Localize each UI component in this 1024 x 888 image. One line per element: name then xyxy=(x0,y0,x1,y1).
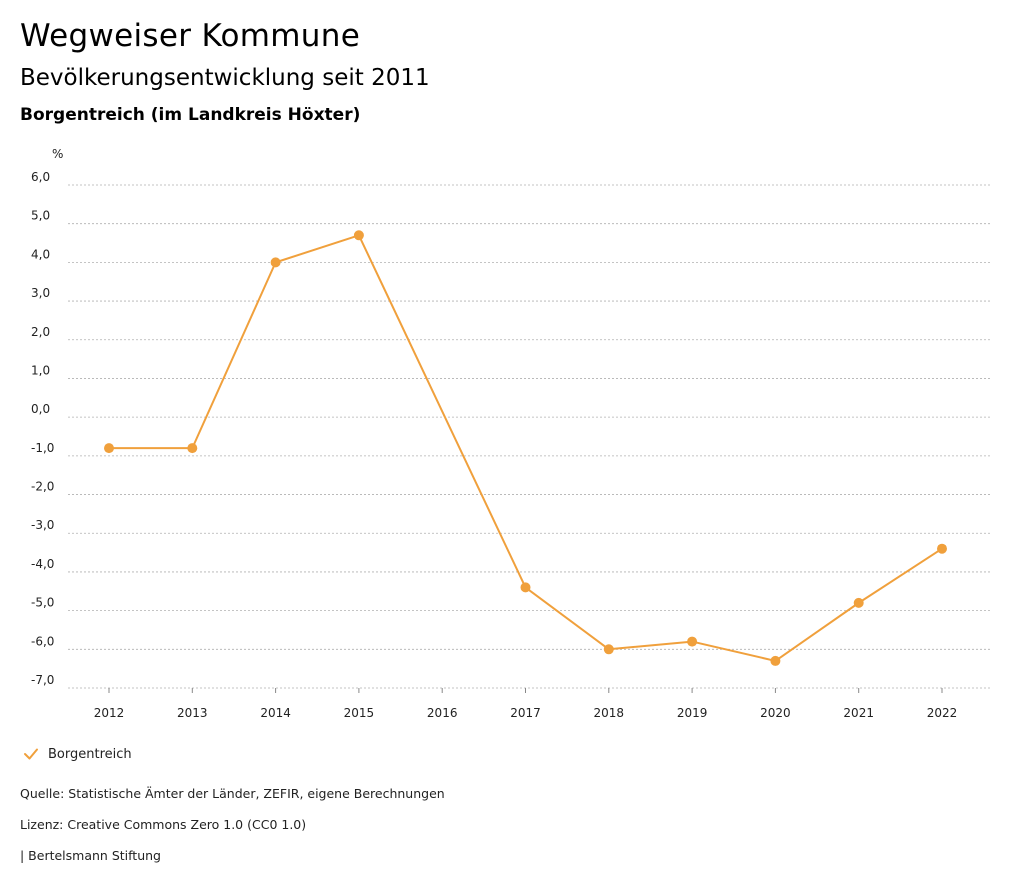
y-tick-label: -3,0 xyxy=(31,518,54,532)
y-tick-label: 0,0 xyxy=(31,402,50,416)
line-chart: %6,0 5,0 4,0 3,0 2,0 1,0 0,0 -1,0 -2,0 -3,0 -4,0 -5… xyxy=(31,147,990,720)
x-tick-label: 2021 xyxy=(843,706,874,720)
y-tick-label: 5,0 xyxy=(31,209,50,223)
y-tick-label: 2,0 xyxy=(31,325,50,339)
data-point xyxy=(687,636,698,647)
data-point xyxy=(187,443,198,454)
y-tick-label: -1,0 xyxy=(31,441,54,455)
y-tick-label: -4,0 xyxy=(31,557,54,571)
data-point xyxy=(853,597,864,608)
y-tick-label: 3,0 xyxy=(31,286,50,300)
y-tick-label: 6,0 xyxy=(31,170,50,184)
check-icon xyxy=(24,748,38,760)
source-note: Quelle: Statistische Ämter der Länder, Z… xyxy=(20,786,445,801)
region-label: Borgentreich (im Landkreis Höxter) xyxy=(20,105,361,125)
legend[interactable]: Borgentreich xyxy=(22,745,132,763)
y-tick-label: -2,0 xyxy=(31,480,54,494)
x-tick-label: 2012 xyxy=(94,706,125,720)
y-axis-unit-label: % xyxy=(52,147,63,161)
series-line xyxy=(108,234,943,662)
x-tick-label: 2018 xyxy=(594,706,625,720)
data-point xyxy=(770,655,781,666)
data-point xyxy=(270,257,281,268)
x-tick-label: 2013 xyxy=(177,706,208,720)
data-point xyxy=(353,230,364,241)
y-tick-label: -5,0 xyxy=(31,596,54,610)
data-point xyxy=(603,644,614,655)
y-tick-label: -7,0 xyxy=(31,673,54,687)
y-tick-label: 4,0 xyxy=(31,247,50,261)
data-point xyxy=(520,582,531,593)
x-tick-label: 2014 xyxy=(260,706,291,720)
x-tick-label: 2017 xyxy=(510,706,541,720)
x-tick-label: 2016 xyxy=(427,706,458,720)
chart-subtitle: Bevölkerungsentwicklung seit 2011 xyxy=(20,65,430,91)
data-point xyxy=(937,543,947,554)
publisher-note: | Bertelsmann Stiftung xyxy=(20,848,161,863)
legend-label: Borgentreich xyxy=(48,746,132,762)
x-tick-label: 2020 xyxy=(760,706,791,720)
y-tick-label: 1,0 xyxy=(31,363,50,377)
y-tick-label: -6,0 xyxy=(31,634,54,648)
x-tick-label: 2022 xyxy=(927,706,958,720)
x-tick-label: 2019 xyxy=(677,706,708,720)
page-title: Wegweiser Kommune xyxy=(20,18,361,54)
x-tick-label: 2015 xyxy=(344,706,375,720)
license-note: Lizenz: Creative Commons Zero 1.0 (CC0 1… xyxy=(20,817,307,832)
chart-container: % 6,0 5,0 4,0 3,0 2,0 1,0 0,0 -1,0 -2,0 -3,0 -4,0 -5… xyxy=(0,140,1024,730)
data-point xyxy=(104,443,114,454)
